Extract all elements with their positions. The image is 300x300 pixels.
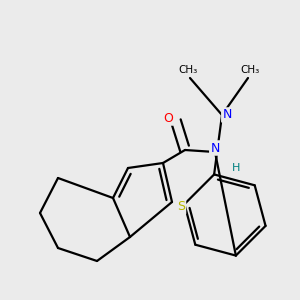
Text: N: N bbox=[210, 142, 220, 154]
Text: CH₃: CH₃ bbox=[178, 65, 198, 75]
Text: S: S bbox=[177, 200, 185, 214]
Text: H: H bbox=[232, 163, 240, 173]
Text: CH₃: CH₃ bbox=[240, 65, 260, 75]
Text: N: N bbox=[222, 109, 232, 122]
Text: O: O bbox=[163, 112, 173, 124]
